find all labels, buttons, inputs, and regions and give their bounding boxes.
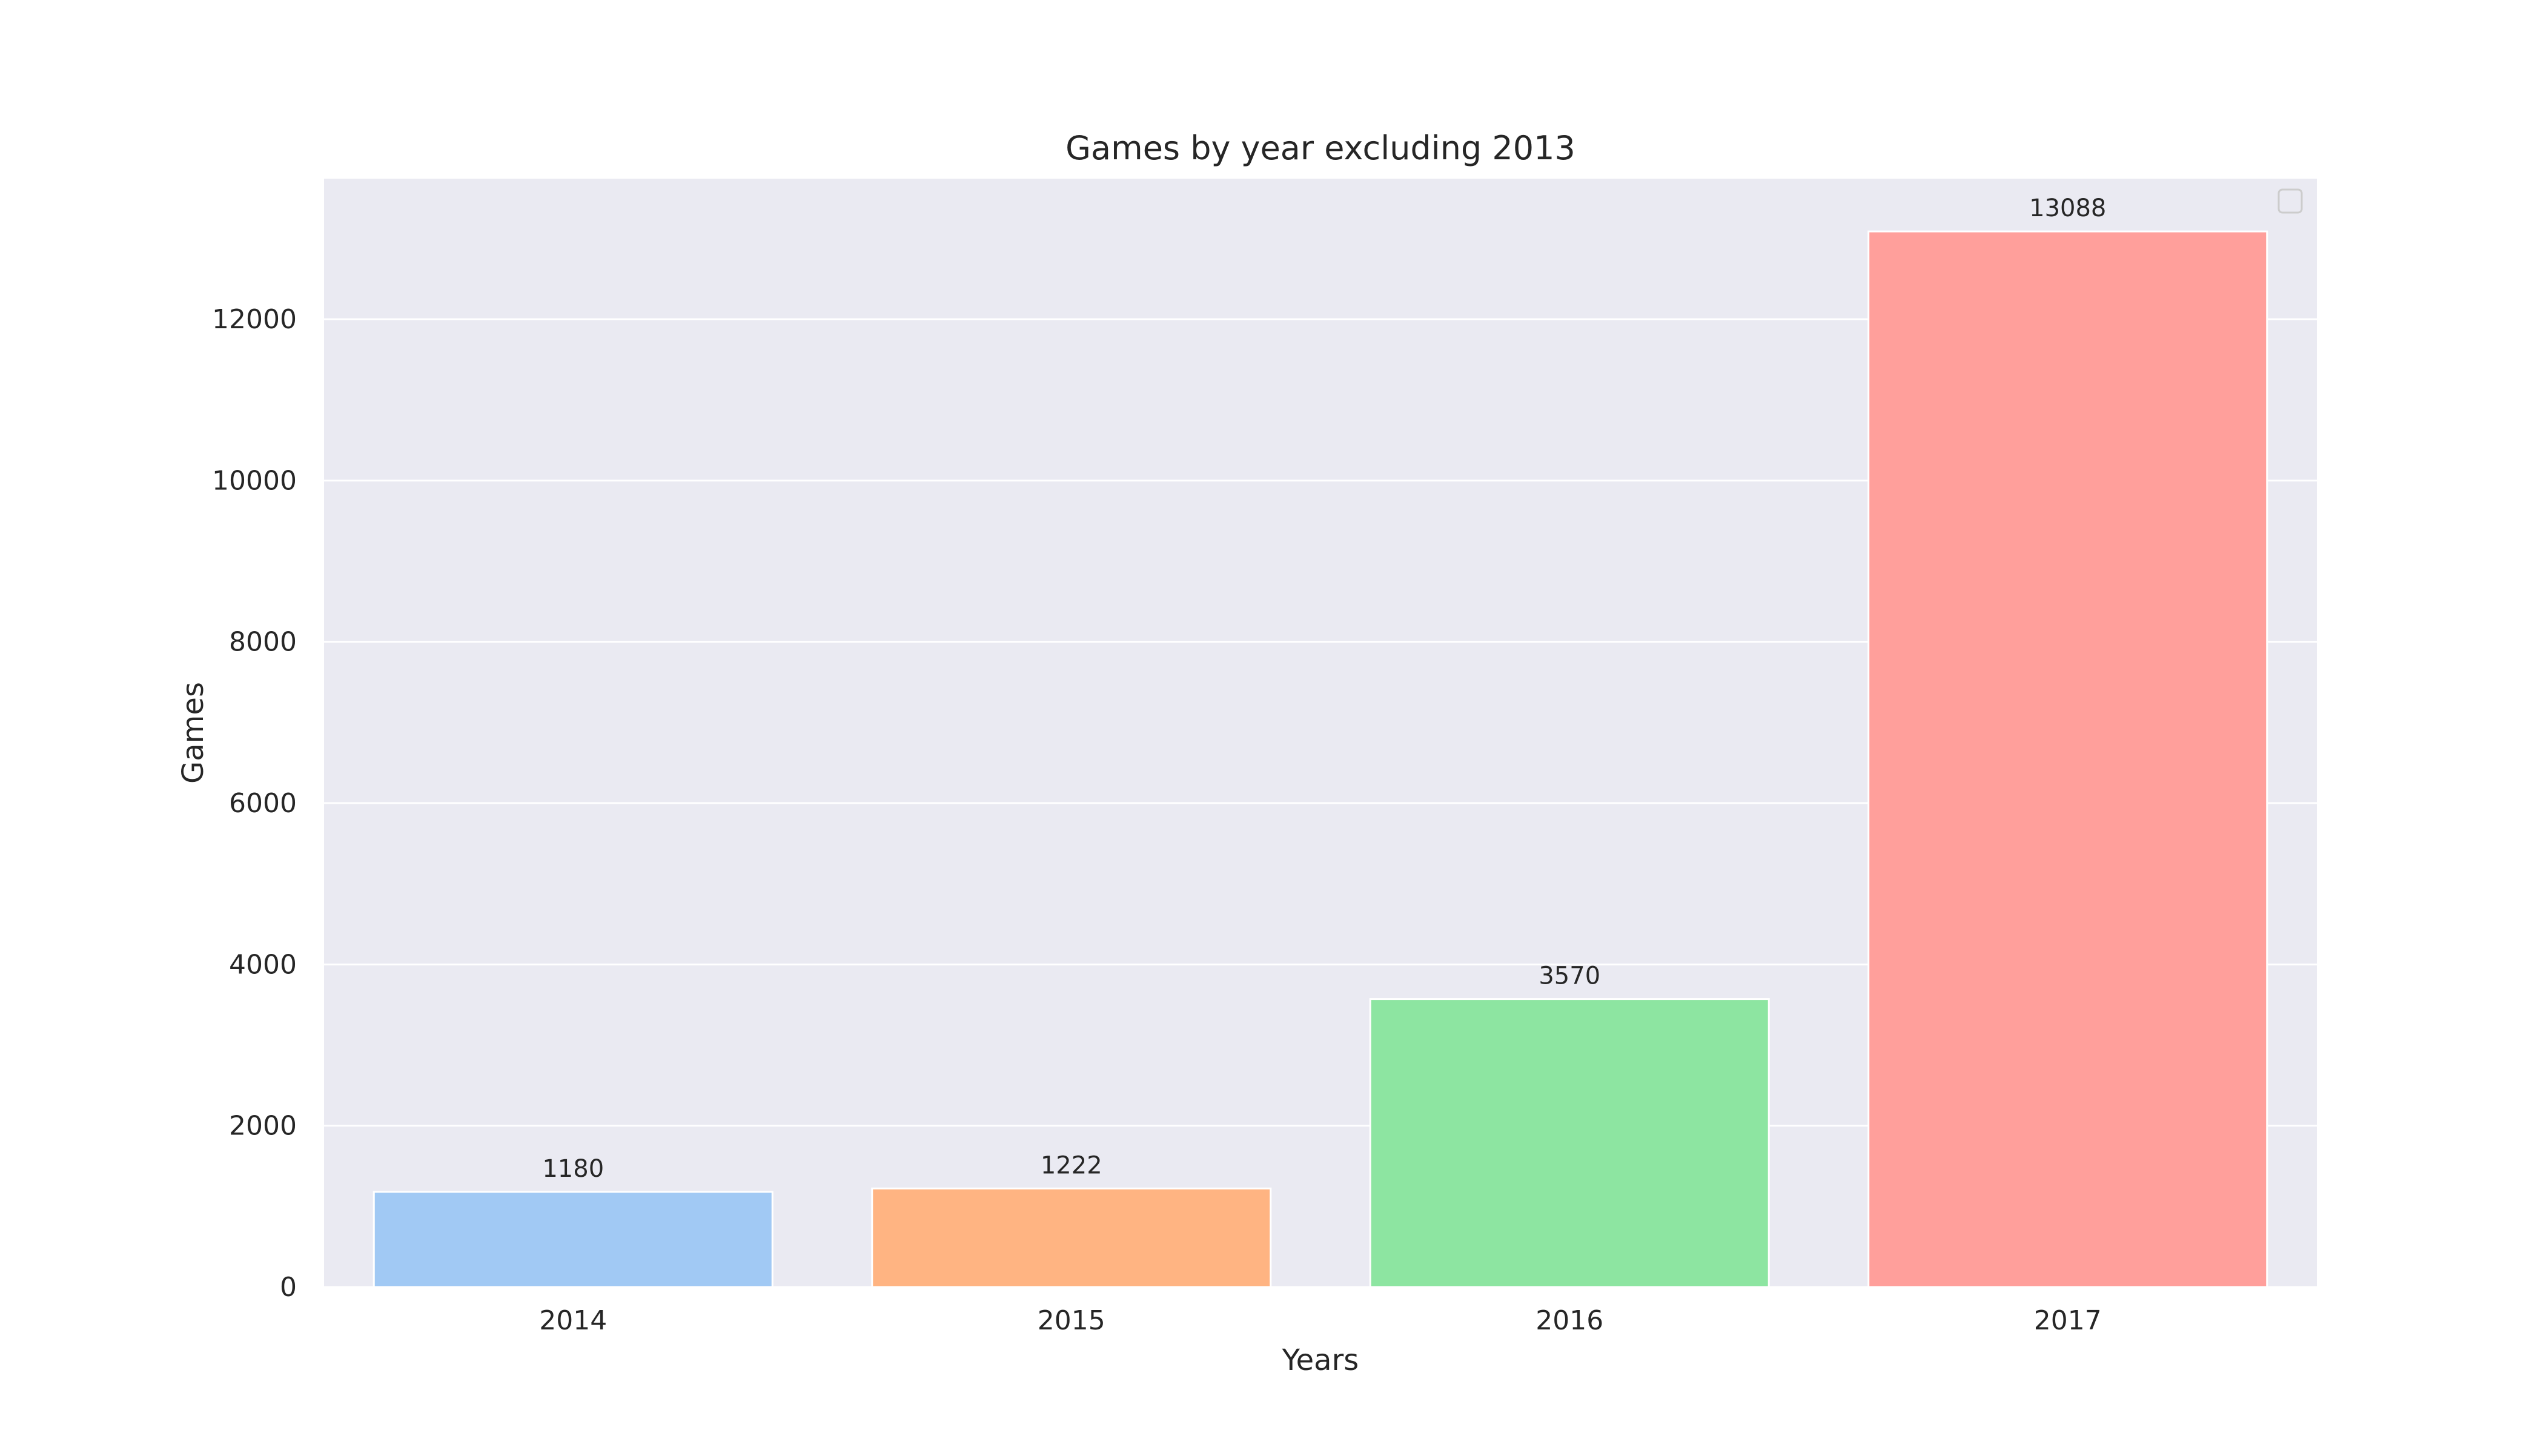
y-tick-label: 8000 <box>229 627 297 658</box>
y-tick-label: 0 <box>280 1272 297 1303</box>
data-labels: 1180 1222 3570 13088 <box>542 194 2106 1183</box>
bar-2015 <box>871 1187 1272 1288</box>
legend-box <box>2277 188 2303 214</box>
data-label-2015: 1222 <box>1041 1151 1102 1179</box>
x-axis-ticks: 2014 2015 2016 2017 <box>539 1305 2101 1336</box>
y-tick-label: 12000 <box>212 304 297 335</box>
y-axis-label: Games <box>176 682 210 784</box>
y-tick-label: 10000 <box>212 465 297 496</box>
bar-2016 <box>1369 998 1770 1288</box>
y-tick-label: 6000 <box>229 788 297 819</box>
bar-2017 <box>1867 230 2268 1288</box>
bar-2014 <box>373 1191 773 1288</box>
x-axis-label: Years <box>1282 1343 1359 1377</box>
bars <box>373 230 2268 1288</box>
y-axis-ticks: 0 2000 4000 6000 8000 10000 12000 <box>212 304 297 1303</box>
y-tick-label: 2000 <box>229 1111 297 1142</box>
data-label-2014: 1180 <box>542 1155 604 1183</box>
x-tick-label-2014: 2014 <box>539 1305 607 1336</box>
data-label-2017: 13088 <box>2029 194 2106 222</box>
x-tick-label-2017: 2017 <box>2034 1305 2102 1336</box>
chart-title: Games by year excluding 2013 <box>1065 129 1575 167</box>
x-tick-label-2016: 2016 <box>1535 1305 1603 1336</box>
x-tick-label-2015: 2015 <box>1038 1305 1105 1336</box>
data-label-2016: 3570 <box>1539 962 1600 990</box>
y-tick-label: 4000 <box>229 949 297 980</box>
